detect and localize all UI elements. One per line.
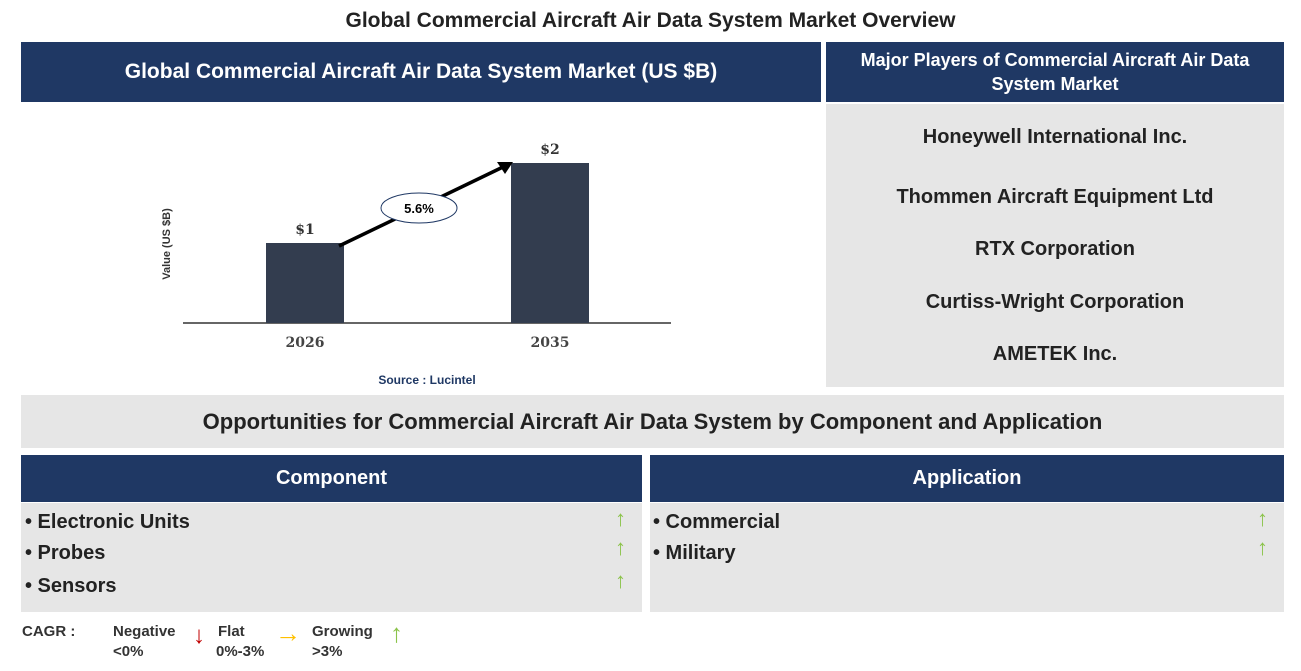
legend-label: CAGR : (22, 623, 76, 640)
growing-arrow-icon: ↑ (615, 506, 626, 531)
legend-flat-range: 0%-3% (216, 643, 265, 660)
growing-arrow-icon: ↑ (1257, 535, 1268, 560)
player-item: AMETEK Inc. (992, 343, 1118, 365)
negative-arrow-icon: ↓ (193, 622, 205, 649)
player-item: RTX Corporation (975, 238, 1135, 260)
x-tick-label: 2035 (531, 335, 570, 351)
legend-negative: Negative (113, 623, 176, 640)
legend-flat: Flat (218, 623, 245, 640)
bar-2035 (511, 163, 589, 323)
bar-2026 (266, 243, 344, 323)
component-item: • Electronic Units (25, 511, 190, 533)
component-item: • Probes (25, 542, 106, 564)
chart-panel-title: Global Commercial Aircraft Air Data Syst… (21, 42, 821, 102)
player-item: Thommen Aircraft Equipment Ltd (896, 186, 1214, 208)
cagr-label: 5.6% (404, 201, 434, 216)
source-label: Source : Lucintel (378, 373, 475, 387)
legend-negative-range: <0% (113, 643, 144, 660)
growing-arrow-icon: ↑ (1257, 506, 1268, 531)
players-title: Major Players of Commercial Aircraft Air… (826, 42, 1284, 102)
component-header: Component (21, 455, 642, 502)
application-item: • Military (653, 542, 736, 564)
page-title: Global Commercial Aircraft Air Data Syst… (345, 9, 956, 32)
growing-arrow-icon: ↑ (615, 535, 626, 560)
player-item: Honeywell International Inc. (922, 126, 1188, 148)
opportunities-title: Opportunities for Commercial Aircraft Ai… (21, 395, 1284, 448)
growing-arrow-icon: ↑ (615, 568, 626, 593)
bar-chart: $1 2026 $2 2035 5.6% Value (US $B) Source :… (161, 142, 671, 387)
data-label: $1 (295, 222, 314, 238)
component-item: • Sensors (25, 575, 117, 597)
legend-growing-range: >3% (312, 643, 343, 660)
application-header: Application (650, 455, 1284, 502)
application-list: • Commercial • Military ↑ ↑ (650, 503, 1284, 612)
players-list: Honeywell International Inc. Thommen Air… (826, 104, 1284, 387)
component-list: • Electronic Units • Probes • Sensors ↑ … (21, 503, 642, 612)
flat-arrow-icon: → (275, 618, 301, 648)
y-axis-label: Value (US $B) (161, 208, 173, 280)
growing-arrow-icon: ↑ (390, 618, 403, 648)
data-label: $2 (540, 142, 559, 158)
legend-growing: Growing (312, 623, 373, 640)
player-item: Curtiss-Wright Corporation (925, 291, 1185, 313)
cagr-ellipse (380, 192, 458, 224)
application-item: • Commercial (653, 511, 781, 533)
chart-area: $1 2026 $2 2035 5.6% Value (US $B) Source :… (21, 104, 821, 389)
arrow-head-icon (497, 162, 513, 174)
x-tick-label: 2026 (286, 335, 325, 351)
